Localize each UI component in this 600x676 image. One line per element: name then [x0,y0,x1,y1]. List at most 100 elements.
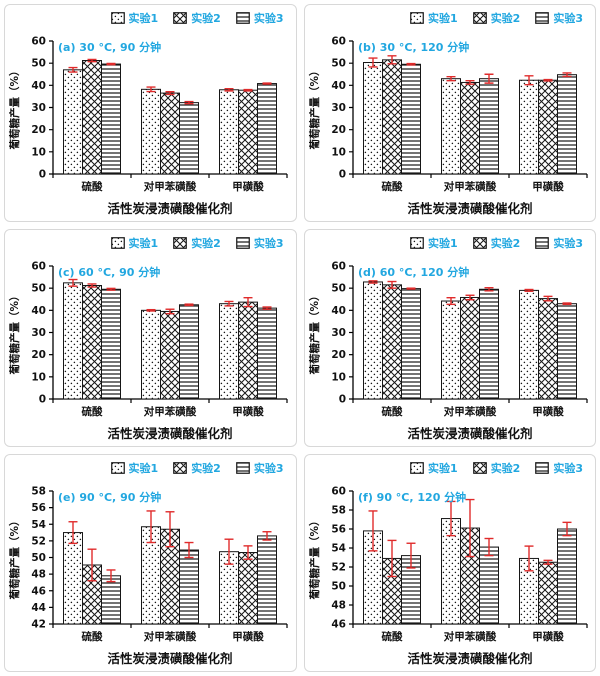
y-tick-label: 40 [31,305,46,317]
error-bar [543,295,552,302]
error-bar [224,87,234,92]
dots-swatch-icon [110,462,125,474]
y-tick-label: 48 [31,569,46,581]
y-tick-label: 10 [31,371,46,383]
x-category-label: 甲磺酸 [232,630,264,643]
chart-plot: 42 44 46 48 50 52 54 56 58 硫酸 对甲苯磺酸 甲磺酸 (e) 90 °C, 9… [8,486,288,666]
error-bar [165,91,175,96]
error-bar [484,287,493,292]
y-axis-title: 葡萄糖产量（%） [308,65,321,150]
bar [459,81,480,175]
legend-label: 实验3 [553,11,583,25]
legend-label: 实验3 [553,236,583,250]
error-bar [446,75,455,82]
legend-label: 实验2 [191,11,221,25]
y-tick-label: 40 [31,80,46,92]
chart-legend: 实验1 实验2 实验3 [307,8,594,28]
bar [381,59,402,175]
condition-annotation: (e) 90 °C, 90 分钟 [58,490,161,504]
y-tick-label: 20 [31,124,46,136]
bar [179,102,199,175]
x-category-label: 硫酸 [82,405,103,418]
error-bar [87,58,97,63]
x-category-label: 硫酸 [82,630,103,643]
error-bar [106,287,116,291]
legend-item-dots: 实验1 [410,462,458,474]
bar [101,575,121,625]
error-bar [484,537,493,557]
error-bar [524,545,533,572]
error-bar [406,542,415,569]
legend-item-hlines: 实验3 [235,461,284,475]
bar [459,296,480,400]
y-tick-label: 50 [31,552,46,564]
x-category-label: 对甲苯磺酸 [443,630,496,643]
condition-annotation: (f) 90 °C, 120 分钟 [358,490,466,504]
y-tick-label: 52 [331,562,346,574]
error-bar [165,511,175,548]
error-bar [262,306,272,310]
y-tick-label: 20 [331,124,346,136]
legend-label: 实验2 [191,461,221,475]
hlines-swatch-icon [235,462,250,474]
y-tick-label: 0 [338,169,345,181]
error-bar [562,302,571,306]
legend-label: 实验2 [191,236,221,250]
error-bar [484,73,493,84]
legend-item-crosshatch: 实验2 [173,462,221,474]
x-category-label: 对甲苯磺酸 [144,180,197,193]
dots-swatch-icon [410,12,424,24]
bar [160,310,180,400]
error-bar [68,278,78,287]
bar [478,288,499,400]
y-tick-label: 60 [331,261,346,273]
error-bar [184,303,194,307]
x-category-label: 对甲苯磺酸 [144,630,197,643]
error-bar [543,78,552,82]
bar [63,282,83,400]
chart-legend: 实验1 实验2 实验3 [307,458,594,478]
y-tick-label: 0 [39,394,46,406]
y-tick-label: 48 [331,600,346,612]
bar [381,284,402,400]
y-tick-label: 30 [31,102,46,114]
error-bar [146,86,156,93]
bar [537,298,558,400]
error-bar [387,280,396,289]
chart-legend: 实验1 实验2 实验3 [7,233,294,253]
x-category-label: 甲磺酸 [532,405,564,418]
legend-item-dots: 实验1 [110,462,158,474]
y-tick-label: 50 [331,283,346,295]
chart-panel-c: 实验1 实验2 实验3 0 10 20 30 40 50 60 硫酸 对甲苯磺酸 甲磺酸 (c) 60 °… [4,229,297,447]
bar [141,88,161,175]
crosshatch-swatch-icon [173,462,188,474]
bar [440,78,461,175]
error-bar [262,531,272,541]
error-bar [446,296,455,306]
legend-item-crosshatch: 实验2 [472,12,520,24]
y-tick-label: 0 [39,169,46,181]
legend-item-dots: 实验1 [410,237,458,249]
legend-item-hlines: 实验3 [535,237,583,249]
error-bar [224,538,234,565]
hlines-swatch-icon [235,12,250,24]
legend-label: 实验3 [253,461,284,475]
error-bar [562,72,571,78]
y-tick-label: 54 [331,543,346,555]
dots-swatch-icon [410,462,424,474]
error-bar [562,521,571,537]
bar [179,304,199,400]
x-category-label: 对甲苯磺酸 [443,180,496,193]
x-axis-title: 活性炭浸渍磺酸催化剂 [107,201,232,216]
bar [440,300,461,400]
x-axis-title: 活性炭浸渍磺酸催化剂 [407,201,532,216]
bar [556,74,577,175]
bar [518,289,539,400]
bar [101,288,121,400]
x-category-label: 甲磺酸 [232,180,264,193]
chart-plot: 46 48 50 52 54 56 58 60 硫酸 对甲苯磺酸 甲磺酸 (f) 90 °C, 120… [308,486,588,666]
legend-item-dots: 实验1 [410,12,458,24]
legend-label: 实验3 [253,236,284,250]
bar [141,309,161,400]
